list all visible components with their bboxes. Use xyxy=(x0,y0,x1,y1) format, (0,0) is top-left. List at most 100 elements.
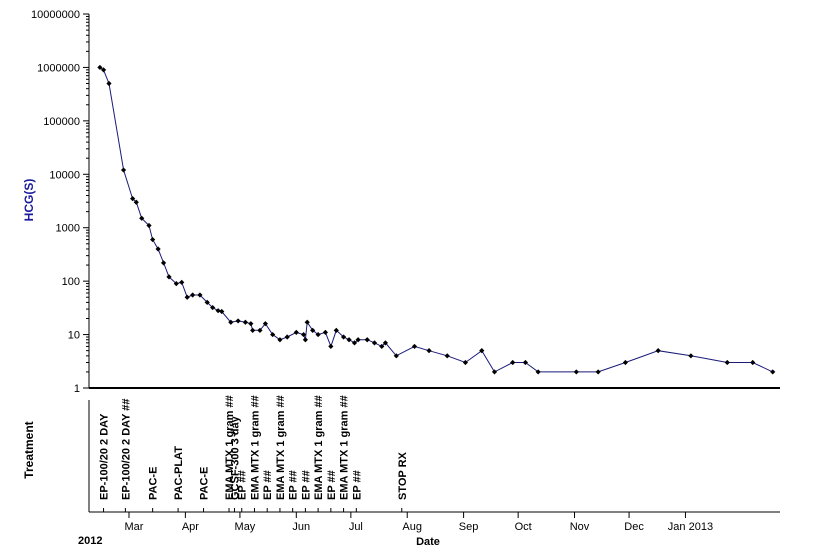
treatment-label: GCSF-300 3 day xyxy=(229,415,241,500)
series-layer xyxy=(97,64,776,375)
treatment-label: EP ## xyxy=(288,470,300,500)
data-point xyxy=(491,369,498,375)
data-point xyxy=(770,369,776,375)
treatment-label: EP ## xyxy=(326,470,338,500)
data-point xyxy=(210,304,216,311)
treatment-label: EP ## xyxy=(351,470,363,500)
data-point xyxy=(257,327,263,333)
x-tick-label: Jul xyxy=(349,521,363,533)
data-point xyxy=(595,369,601,375)
data-point xyxy=(535,369,541,375)
data-point xyxy=(750,359,756,366)
data-point xyxy=(235,318,241,324)
y-tick-label: 1 xyxy=(74,383,80,395)
data-point xyxy=(371,340,378,346)
y-tick-layer: 1 10 100 1000 10000 100000 1000000 10000000 xyxy=(31,9,89,395)
data-point xyxy=(150,236,156,243)
data-point xyxy=(248,321,254,327)
data-point xyxy=(120,167,127,173)
y-tick-label: 1000000 xyxy=(37,62,80,74)
data-point xyxy=(379,343,385,350)
x-axis-label: Date xyxy=(416,536,440,548)
data-point xyxy=(262,321,268,327)
data-point xyxy=(215,308,221,314)
treatment-label: EMA MTX 1 gram ## xyxy=(249,395,261,500)
data-point xyxy=(688,353,694,359)
data-point xyxy=(479,348,485,354)
data-point xyxy=(277,337,283,343)
data-point xyxy=(355,337,361,343)
treatment-label: EMA MTX 1 gram ## xyxy=(275,395,287,500)
data-point xyxy=(190,292,196,298)
data-point xyxy=(655,348,661,354)
data-point xyxy=(284,334,290,340)
data-point xyxy=(462,359,469,366)
data-point xyxy=(173,280,179,287)
data-point xyxy=(426,348,432,354)
treatment-label: EP ## xyxy=(237,470,249,500)
year-label: 2012 xyxy=(78,535,102,547)
data-point xyxy=(300,331,307,338)
data-point xyxy=(219,308,225,315)
data-point xyxy=(393,353,399,359)
data-point xyxy=(328,343,334,350)
treatment-label: PAC-PLAT xyxy=(173,446,185,500)
y-tick-label: 1000 xyxy=(56,223,80,235)
data-point xyxy=(242,319,248,325)
x-tick-label: Dec xyxy=(624,521,644,533)
treatment-label: EMA MTX 1 gram ## xyxy=(339,395,351,500)
data-point xyxy=(106,80,112,87)
data-point xyxy=(724,359,730,366)
data-point xyxy=(315,331,321,338)
treatment-label: EP-100/20 2 DAY ## xyxy=(120,398,132,500)
data-point xyxy=(184,294,190,300)
data-point xyxy=(133,199,139,205)
data-point xyxy=(522,359,529,366)
data-point xyxy=(310,327,316,333)
treatment-label: EP ## xyxy=(300,470,312,500)
y-axis-label: HCG(S) xyxy=(22,179,36,222)
data-point xyxy=(197,292,203,298)
data-point xyxy=(510,359,516,366)
x-tick-layer: Mar Apr May Jun Jul Aug Sep Oct Nov Dec Jan 2013 20… xyxy=(78,512,713,547)
treatment-label: PAC-E xyxy=(148,467,160,500)
x-tick-label: Mar xyxy=(125,521,144,533)
data-point xyxy=(364,337,370,343)
data-point xyxy=(139,215,145,221)
x-tick-label: Jan 2013 xyxy=(668,521,713,533)
x-tick-label: Nov xyxy=(570,521,590,533)
y-tick-label: 10000 xyxy=(49,169,80,181)
data-point xyxy=(166,274,172,280)
treatment-layer: EP-100/20 2 DAY EP-100/20 2 DAY ## PAC-E PA… xyxy=(99,395,409,512)
data-point xyxy=(97,64,103,71)
data-point xyxy=(444,353,450,359)
data-point xyxy=(573,369,579,375)
treatment-axis-label: Treatment xyxy=(22,421,36,478)
x-tick-label: Apr xyxy=(182,521,199,533)
data-point xyxy=(100,67,107,73)
data-point xyxy=(351,340,358,346)
data-point xyxy=(160,260,167,266)
data-point xyxy=(130,196,136,202)
treatment-label: EMA MTX 1 gram ## xyxy=(313,395,325,500)
x-tick-label: Sep xyxy=(459,521,479,533)
data-point xyxy=(382,340,389,346)
axes-layer xyxy=(88,14,780,513)
y-tick-label: 10000000 xyxy=(31,9,80,21)
data-point xyxy=(146,222,152,229)
data-point xyxy=(270,331,276,338)
x-tick-label: May xyxy=(235,521,256,533)
data-point xyxy=(340,334,347,340)
data-point xyxy=(302,337,308,343)
data-point xyxy=(250,327,256,333)
series-line xyxy=(99,66,773,373)
data-point xyxy=(622,359,629,366)
data-point xyxy=(179,279,185,285)
treatment-label: EP ## xyxy=(262,470,274,500)
data-point xyxy=(304,319,310,325)
treatment-label: STOP RX xyxy=(397,451,409,500)
data-point xyxy=(346,337,352,343)
data-point xyxy=(411,343,418,350)
y-tick-label: 10 xyxy=(68,330,80,342)
